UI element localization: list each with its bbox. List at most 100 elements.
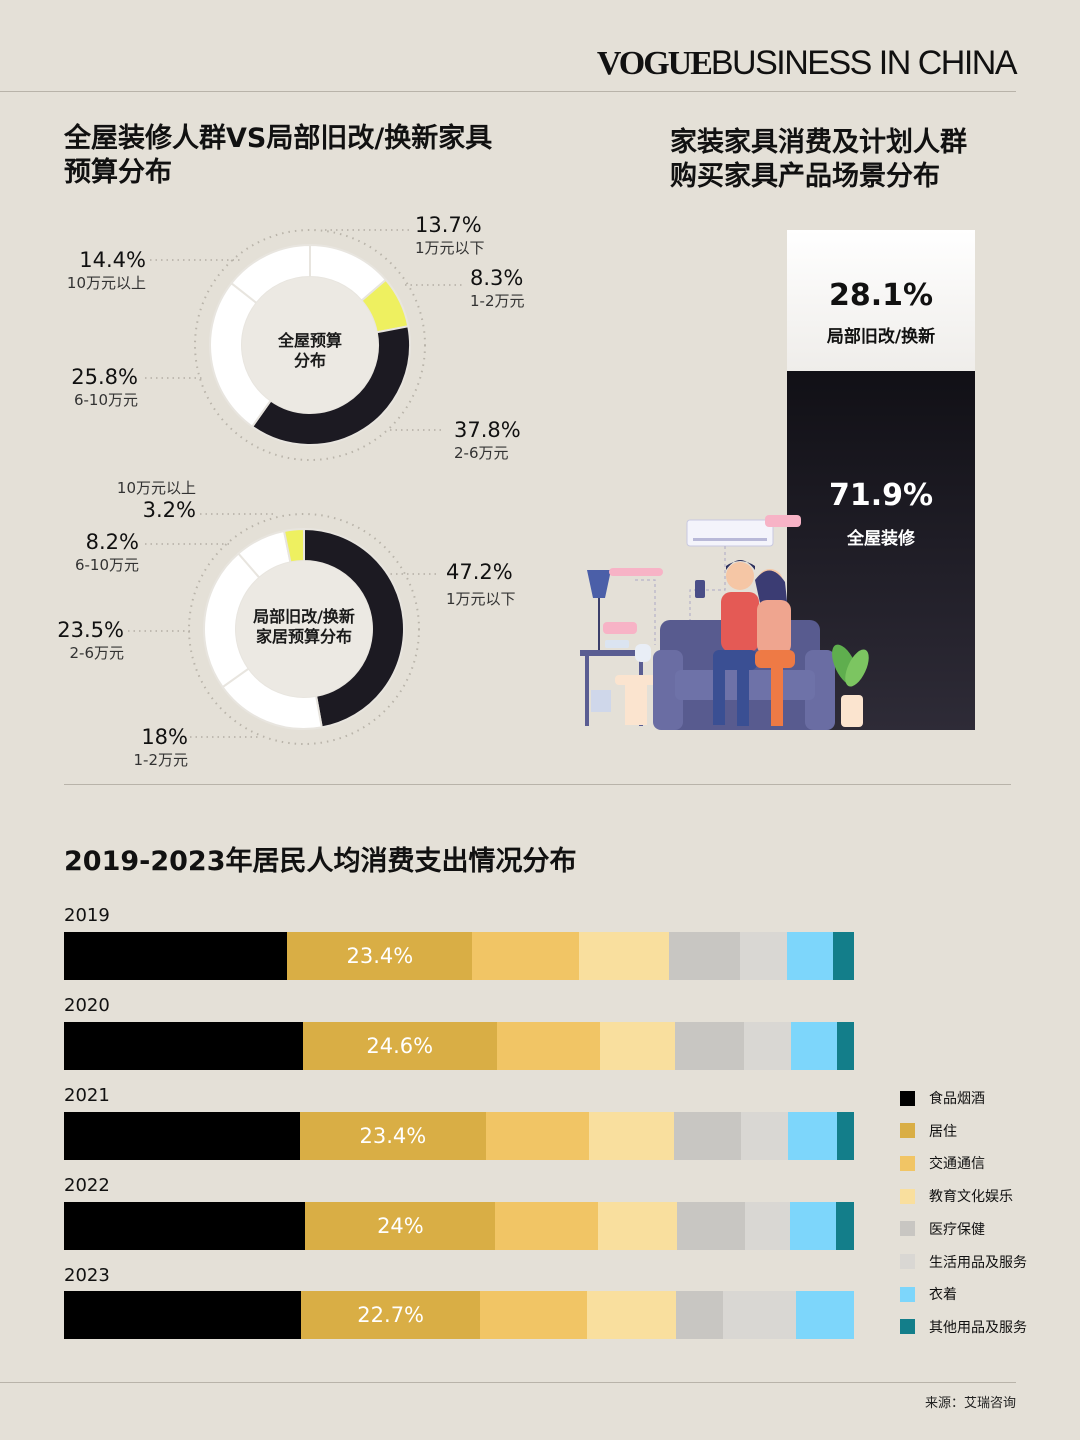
pct-label: 47.2%	[446, 560, 513, 584]
section3-title: 2019-2023年居民人均消费支出情况分布	[64, 846, 577, 877]
donut1-center-label: 全屋预算 分布	[250, 331, 370, 371]
section2-title-line2: 购买家具产品场景分布	[670, 161, 940, 192]
donut1-label-s4: 25.8% 6-10万元	[40, 365, 138, 410]
bar-segment-label-2019: 23.4%	[287, 932, 473, 980]
range-label: 6-10万元	[73, 391, 138, 409]
bar-segment-2020-1	[64, 1022, 303, 1070]
donut1-label-s5: 14.4% 10万元以上	[40, 248, 146, 293]
year-label-2023: 2023	[64, 1265, 110, 1286]
bar-segment-2021-3	[485, 1112, 589, 1160]
legend-item-7: 衣着	[900, 1284, 957, 1304]
bar-segment-2022-4	[598, 1202, 678, 1250]
section1-title-line2: 预算分布	[64, 157, 172, 188]
air-conditioner-icon	[686, 519, 774, 547]
legend-item-5: 医疗保健	[900, 1219, 985, 1239]
donut1-label-s2: 8.3% 1-2万元	[470, 266, 525, 311]
bar-segment-2022-1	[64, 1202, 306, 1250]
stacked-bar-top	[787, 230, 975, 371]
donut2-center	[236, 561, 372, 697]
brand-vogue: VOGUE	[596, 45, 713, 82]
legend-label: 食品烟酒	[929, 1091, 985, 1107]
bar-segment-label-2022: 24%	[305, 1202, 496, 1250]
legend-item-4: 教育文化娱乐	[900, 1186, 1013, 1206]
stacked-bar-bottom-label: 全屋装修	[847, 529, 915, 549]
stacked-row-2019: 23.4%	[64, 932, 854, 980]
bar-segment-2020-6	[744, 1022, 791, 1070]
pct-label: 25.8%	[71, 365, 138, 389]
section1-title: 全屋装修人群VS局部旧改/换新家具 预算分布	[64, 122, 492, 190]
donut2-label-s1: 47.2% 1万元以下	[446, 560, 516, 609]
stacked-bar-top-label: 局部旧改/换新	[826, 327, 936, 347]
donut-leader-lines	[128, 229, 465, 738]
donut1-dotted-ring	[194, 229, 426, 461]
range-label: 1万元以下	[446, 590, 516, 608]
range-label: 10万元以上	[66, 274, 146, 292]
legend-item-6: 生活用品及服务	[900, 1252, 1027, 1272]
section1-title-line1: 全屋装修人群VS局部旧改/换新家具	[64, 123, 493, 154]
legend-item-3: 交通通信	[900, 1153, 985, 1173]
bar-segment-2023-7	[796, 1291, 854, 1339]
bar-segment-2023-3	[480, 1291, 587, 1339]
bar-segment-2022-5	[677, 1202, 745, 1250]
pct-label: 37.8%	[454, 418, 521, 442]
brand-logo: VOGUEBUSINESS IN CHINA	[596, 44, 1018, 83]
pct-label: 18%	[141, 725, 188, 749]
donut2-label-s5: 10万元以上 3.2%	[90, 477, 196, 522]
year-label-2022: 2022	[64, 1175, 110, 1196]
range-label: 2-6万元	[454, 444, 509, 462]
lamp-icon	[587, 570, 611, 598]
bar-segment-2019-3	[472, 932, 580, 980]
bar-segment-2021-5	[674, 1112, 742, 1160]
range-label: 6-10万元	[74, 556, 139, 574]
year-label-2020: 2020	[64, 995, 110, 1016]
stool-icon	[615, 675, 660, 685]
legend-label: 其他用品及服务	[929, 1319, 1027, 1336]
legend-swatch	[900, 1319, 915, 1335]
bar-segment-label-2020: 24.6%	[302, 1022, 497, 1070]
legend-swatch	[900, 1090, 915, 1106]
bar-segment-2023-4	[586, 1291, 677, 1339]
legend-item-8: 其他用品及服务	[900, 1317, 1027, 1337]
footer-divider	[0, 1382, 1016, 1383]
bar-segment-2019-4	[579, 932, 669, 980]
donut1-label-s1: 13.7% 1万元以下	[415, 213, 485, 258]
legend-label: 居住	[929, 1123, 957, 1140]
phone-icon	[695, 580, 705, 598]
range-label: 2-6万元	[69, 644, 125, 662]
bar-segment-2023-6	[722, 1291, 797, 1339]
stacked-bar-top-pct: 28.1%	[828, 278, 934, 313]
bar-segment-2020-4	[599, 1022, 676, 1070]
section2-title: 家装家具消费及计划人群 购买家具产品场景分布	[670, 126, 967, 194]
bar-segment-2021-6	[741, 1112, 789, 1160]
donut1-label-s3: 37.8% 2-6万元	[454, 418, 521, 463]
stacked-bar-bottom-pct: 71.9%	[828, 478, 934, 513]
legend-item-2: 居住	[900, 1121, 957, 1141]
pct-label: 8.3%	[470, 266, 524, 290]
pct-label: 3.2%	[142, 498, 196, 522]
bar-segment-label-2023: 22.7%	[301, 1291, 481, 1339]
bar-segment-2023-5	[676, 1291, 723, 1339]
legend-swatch	[900, 1188, 915, 1204]
legend-item-1: 食品烟酒	[900, 1088, 985, 1108]
donut2-center-line1: 局部旧改/换新	[253, 607, 355, 626]
donut1-center	[242, 277, 378, 413]
legend-swatch	[900, 1254, 915, 1269]
legend-swatch	[900, 1221, 915, 1237]
donut2-slice-1	[303, 527, 405, 729]
pct-label: 14.4%	[79, 248, 146, 272]
donut2-label-s3: 23.5% 2-6万元	[20, 618, 124, 663]
legend-swatch	[900, 1155, 915, 1171]
pct-label: 13.7%	[415, 213, 482, 237]
bar-segment-2021-8	[837, 1112, 854, 1160]
legend-label: 交通通信	[929, 1156, 985, 1173]
bar-segment-2022-7	[789, 1202, 836, 1250]
year-label-2021: 2021	[64, 1085, 110, 1106]
legend-swatch	[900, 1123, 915, 1139]
bar-segment-2020-5	[675, 1022, 745, 1070]
range-label: 1-2万元	[470, 292, 525, 310]
bar-segment-2023-1	[64, 1291, 301, 1339]
year-label-2019: 2019	[64, 905, 110, 926]
donut2-dotted-ring	[188, 513, 420, 745]
side-table-icon	[580, 650, 650, 656]
pct-label: 23.5%	[57, 618, 124, 642]
